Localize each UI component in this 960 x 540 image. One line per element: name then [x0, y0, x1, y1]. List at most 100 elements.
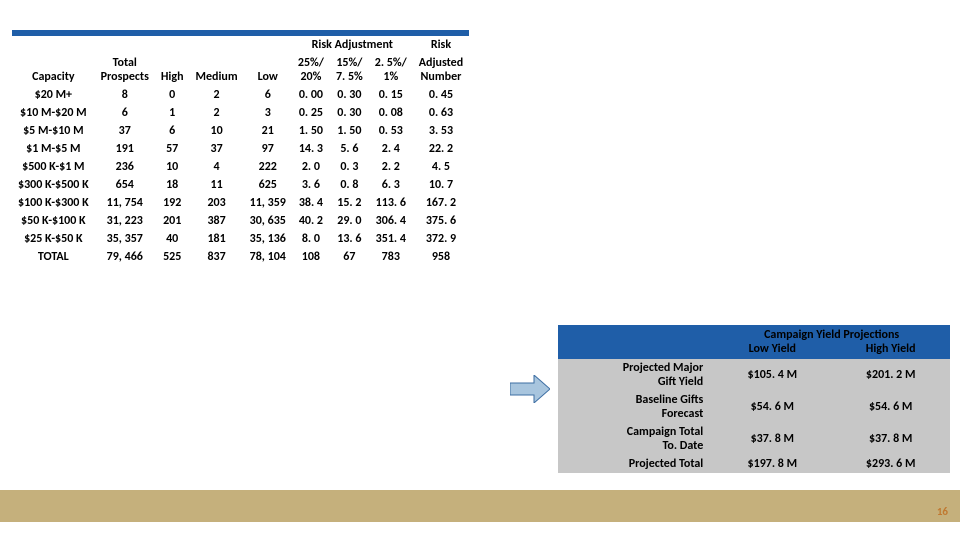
cell: 4: [190, 158, 244, 176]
cell: 783: [369, 248, 413, 266]
cell: 4. 5: [413, 158, 469, 176]
cell: 67: [330, 248, 369, 266]
risk-table-header-row: Capacity TotalProspects High Medium Low …: [12, 54, 469, 86]
cell: 0. 3: [330, 158, 369, 176]
cell: $10 M-$20 M: [12, 104, 95, 122]
col-total-prospects: TotalProspects: [95, 54, 155, 86]
campaign-col-high: High Yield: [831, 342, 950, 359]
cell: TOTAL: [12, 248, 95, 266]
cell: 37: [190, 140, 244, 158]
cell: 1: [155, 104, 190, 122]
cell: 38. 4: [292, 194, 330, 212]
table-row: $20 M+80260. 000. 300. 150. 45: [12, 86, 469, 104]
cell: 10: [155, 158, 190, 176]
cell: 15. 2: [330, 194, 369, 212]
cell: 191: [95, 140, 155, 158]
page-number: 16: [937, 505, 948, 518]
table-row: Projected MajorGift Yield$105. 4 M$201. …: [558, 359, 950, 391]
col-low: Low: [244, 54, 292, 86]
col-high: High: [155, 54, 190, 86]
table-row: $10 M-$20 M61230. 250. 300. 080. 63: [12, 104, 469, 122]
col-25-20: 25%/20%: [292, 54, 330, 86]
cell: 10. 7: [413, 176, 469, 194]
col-risk-adjusted-1: Risk: [413, 36, 469, 54]
cell: 222: [244, 158, 292, 176]
cell: 11, 754: [95, 194, 155, 212]
row-label: Campaign TotalTo. Date: [558, 423, 713, 455]
cell: 37: [95, 122, 155, 140]
cell: 958: [413, 248, 469, 266]
cell: 10: [190, 122, 244, 140]
cell: 11: [190, 176, 244, 194]
cell: 2: [190, 86, 244, 104]
campaign-table-body: Projected MajorGift Yield$105. 4 M$201. …: [558, 359, 950, 473]
slide: Risk Adjustment Risk Capacity TotalProsp…: [0, 0, 960, 540]
col-risk-adjusted-2: AdjustedNumber: [413, 54, 469, 86]
risk-adjustment-table: Risk Adjustment Risk Capacity TotalProsp…: [12, 30, 469, 266]
cell: 2. 0: [292, 158, 330, 176]
table-row: $5 M-$10 M37610211. 501. 500. 533. 53: [12, 122, 469, 140]
col-2p5-1: 2. 5%/1%: [369, 54, 413, 86]
cell: 57: [155, 140, 190, 158]
cell: $1 M-$5 M: [12, 140, 95, 158]
campaign-title-row: Campaign Yield Projections: [558, 325, 950, 342]
row-label: Projected Total: [558, 455, 713, 473]
cell: 35, 357: [95, 230, 155, 248]
cell: 0. 15: [369, 86, 413, 104]
cell: 40: [155, 230, 190, 248]
cell: 0. 53: [369, 122, 413, 140]
cell: 372. 9: [413, 230, 469, 248]
cell: 192: [155, 194, 190, 212]
cell: 108: [292, 248, 330, 266]
cell: 29. 0: [330, 212, 369, 230]
cell: 78, 104: [244, 248, 292, 266]
cell: 203: [190, 194, 244, 212]
cell: 40. 2: [292, 212, 330, 230]
cell: 837: [190, 248, 244, 266]
campaign-table-head: Campaign Yield Projections Low Yield Hig…: [558, 325, 950, 359]
cell: 5. 6: [330, 140, 369, 158]
cell-low: $105. 4 M: [713, 359, 831, 391]
cell: 14. 3: [292, 140, 330, 158]
campaign-subhead-row: Low Yield High Yield: [558, 342, 950, 359]
cell: 3. 6: [292, 176, 330, 194]
col-capacity: Capacity: [12, 54, 95, 86]
campaign-title: Campaign Yield Projections: [713, 325, 950, 342]
cell: 35, 136: [244, 230, 292, 248]
cell: 625: [244, 176, 292, 194]
cell: 0: [155, 86, 190, 104]
cell: 2: [190, 104, 244, 122]
row-label: Projected MajorGift Yield: [558, 359, 713, 391]
arrow-icon: [510, 375, 550, 403]
cell: 79, 466: [95, 248, 155, 266]
cell: 2. 4: [369, 140, 413, 158]
table-row: $25 K-$50 K35, 3574018135, 1368. 013. 63…: [12, 230, 469, 248]
cell: $20 M+: [12, 86, 95, 104]
cell: 6. 3: [369, 176, 413, 194]
table-row: $100 K-$300 K11, 75419220311, 35938. 415…: [12, 194, 469, 212]
cell: 0. 30: [330, 104, 369, 122]
table-row: $500 K-$1 M2361042222. 00. 32. 24. 5: [12, 158, 469, 176]
cell: 0. 25: [292, 104, 330, 122]
cell: 30, 635: [244, 212, 292, 230]
table-row: TOTAL79, 46652583778, 10410867783958: [12, 248, 469, 266]
cell: 167. 2: [413, 194, 469, 212]
table-row: Campaign TotalTo. Date$37. 8 M$37. 8 M: [558, 423, 950, 455]
cell: 306. 4: [369, 212, 413, 230]
cell-high: $293. 6 M: [831, 455, 950, 473]
cell: 97: [244, 140, 292, 158]
table-row: Projected Total$197. 8 M$293. 6 M: [558, 455, 950, 473]
cell-high: $201. 2 M: [831, 359, 950, 391]
cell: 8. 0: [292, 230, 330, 248]
col-15-7p5: 15%/7. 5%: [330, 54, 369, 86]
cell: $25 K-$50 K: [12, 230, 95, 248]
cell-low: $197. 8 M: [713, 455, 831, 473]
table-row: $50 K-$100 K31, 22320138730, 63540. 229.…: [12, 212, 469, 230]
bottom-tan-band: [0, 490, 960, 522]
cell: 0. 08: [369, 104, 413, 122]
cell: $300 K-$500 K: [12, 176, 95, 194]
cell: $100 K-$300 K: [12, 194, 95, 212]
cell: 18: [155, 176, 190, 194]
cell: 13. 6: [330, 230, 369, 248]
cell: 3: [244, 104, 292, 122]
